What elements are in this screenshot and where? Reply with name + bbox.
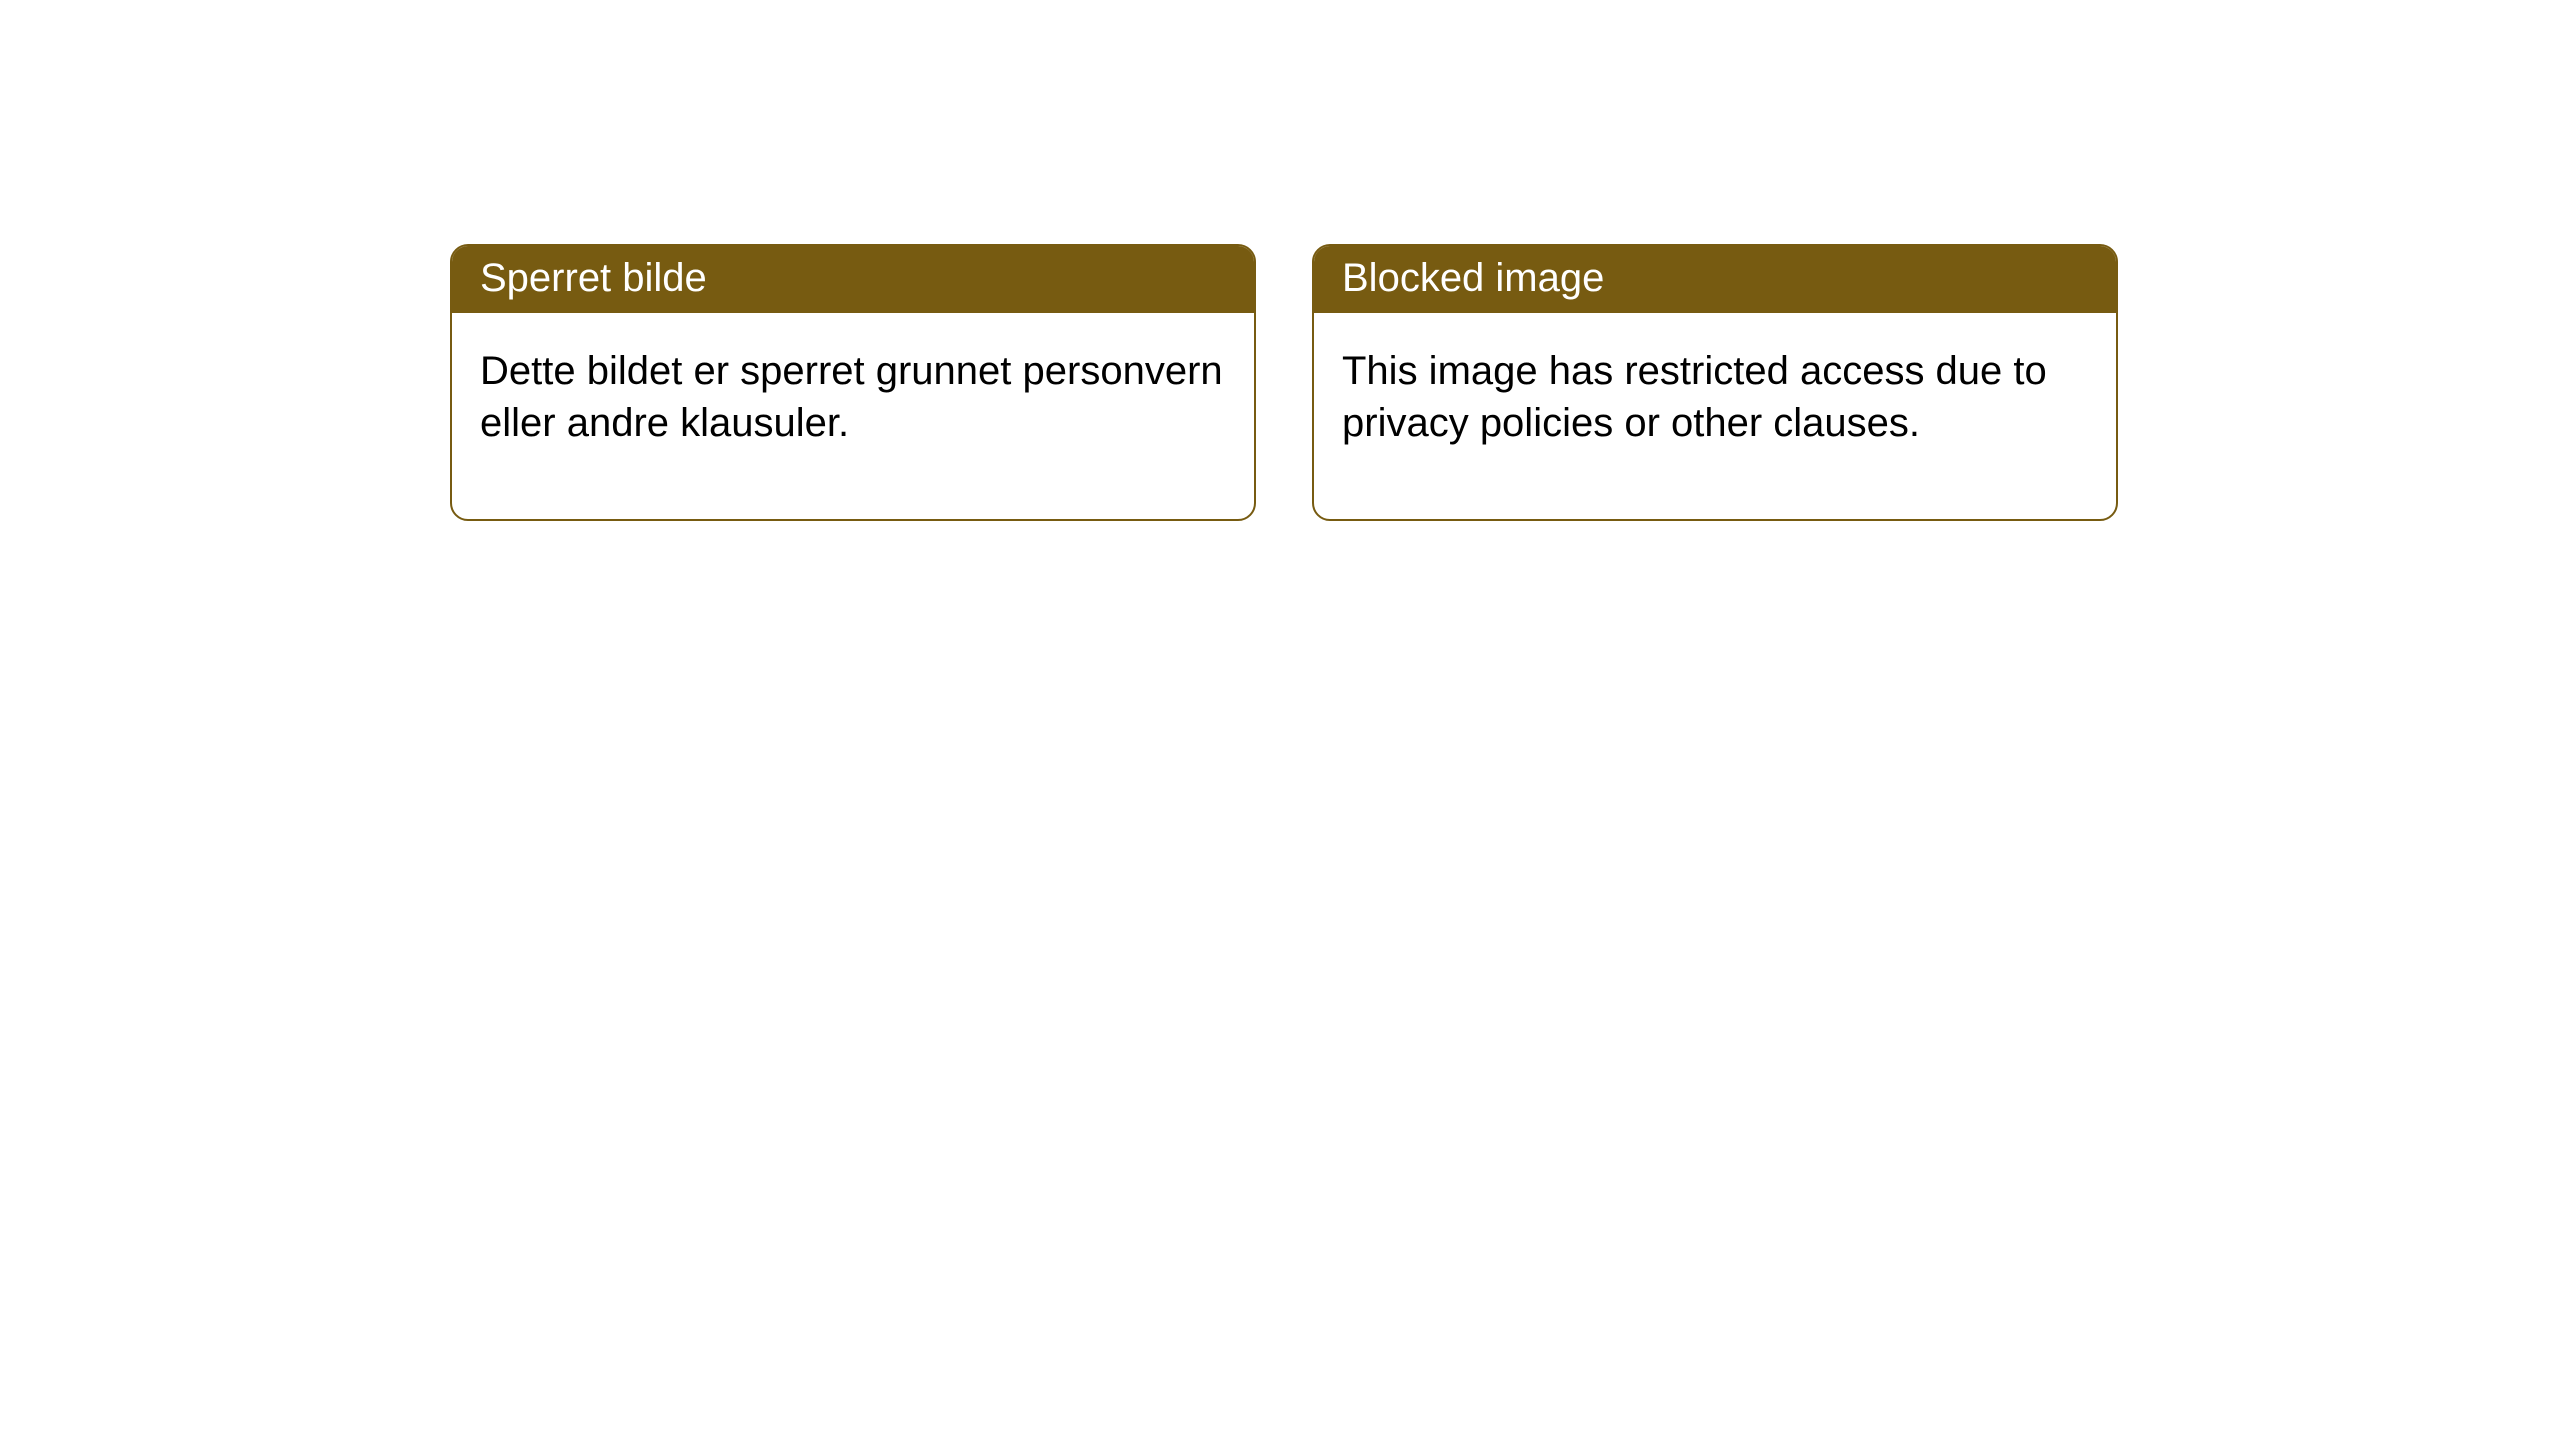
notice-body-norwegian: Dette bildet er sperret grunnet personve…	[452, 313, 1254, 519]
notice-card-norwegian: Sperret bilde Dette bildet er sperret gr…	[450, 244, 1256, 521]
notice-title-english: Blocked image	[1314, 246, 2116, 313]
notice-body-english: This image has restricted access due to …	[1314, 313, 2116, 519]
notice-card-english: Blocked image This image has restricted …	[1312, 244, 2118, 521]
notice-title-norwegian: Sperret bilde	[452, 246, 1254, 313]
notice-container: Sperret bilde Dette bildet er sperret gr…	[0, 0, 2560, 521]
